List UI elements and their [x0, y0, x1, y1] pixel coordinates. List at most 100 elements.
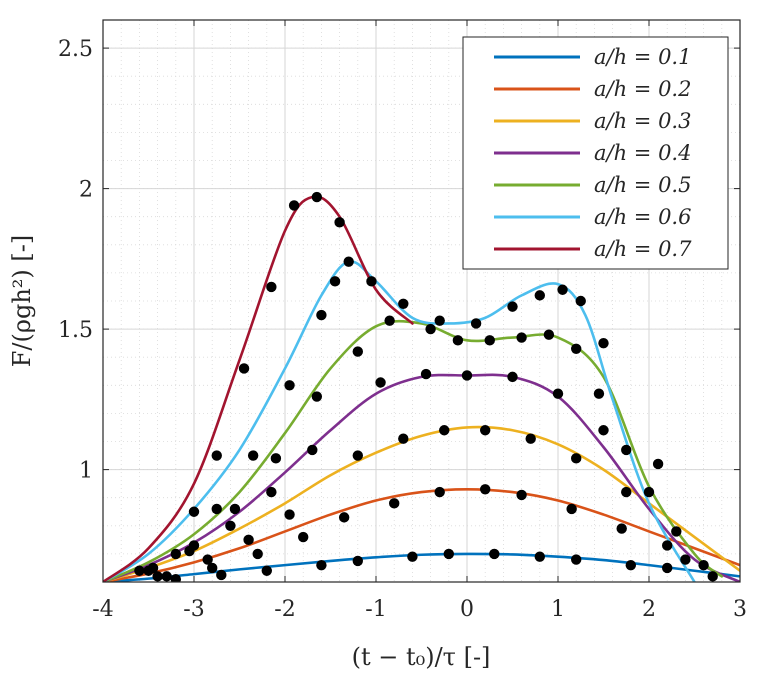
- data-point-6: [434, 315, 445, 326]
- x-tick-label: -2: [274, 597, 295, 622]
- data-point-4: [266, 486, 277, 498]
- series-line-6: [103, 260, 696, 582]
- data-point-6: [534, 290, 545, 301]
- data-point-1: [316, 559, 327, 571]
- data-point-3: [398, 433, 409, 444]
- legend-label-7: a/h = 0.7: [594, 237, 692, 261]
- data-point-4: [307, 444, 318, 456]
- data-point-5: [311, 391, 323, 402]
- axis-ticks: [102, 20, 741, 582]
- data-point-2: [480, 484, 491, 495]
- data-point-6: [170, 548, 181, 560]
- data-point-6: [470, 318, 482, 329]
- data-point-7: [288, 200, 300, 211]
- data-point-3: [284, 509, 295, 520]
- data-point-7: [266, 281, 277, 293]
- data-point-3: [243, 534, 254, 546]
- x-tick-label: -4: [92, 597, 113, 622]
- data-point-1: [352, 555, 363, 567]
- data-point-2: [662, 540, 673, 551]
- data-point-2: [389, 498, 400, 509]
- data-point-4: [598, 425, 609, 436]
- x-tick-labels: -4 -3 -2 -1 0 1 2 3: [92, 597, 747, 622]
- data-point-2: [298, 531, 309, 543]
- legend-label-4: a/h = 0.4: [594, 141, 691, 165]
- data-point-5: [621, 444, 632, 456]
- data-point-2: [516, 489, 527, 501]
- x-tick-label: 3: [733, 597, 747, 622]
- data-point-7: [334, 217, 345, 228]
- data-point-1: [216, 569, 227, 581]
- data-point-2: [252, 548, 263, 560]
- data-point-3: [525, 433, 536, 444]
- data-point-3: [671, 526, 682, 537]
- y-axis-title: F/(ρgh²) [-]: [8, 235, 36, 367]
- data-point-2: [207, 562, 218, 574]
- data-point-5: [484, 335, 495, 346]
- data-point-3: [352, 450, 363, 461]
- data-point-5: [188, 540, 200, 551]
- data-point-2: [566, 503, 577, 515]
- legend-label-5: a/h = 0.5: [594, 173, 691, 197]
- data-point-5: [543, 329, 555, 340]
- data-point-5: [452, 335, 464, 346]
- data-point-3: [621, 486, 632, 498]
- legend-label-6: a/h = 0.6: [594, 205, 691, 229]
- data-point-1: [261, 565, 272, 576]
- data-point-6: [366, 276, 377, 287]
- data-point-7: [188, 506, 200, 517]
- data-point-2: [434, 486, 445, 498]
- data-point-7: [134, 565, 145, 576]
- data-point-6: [329, 276, 341, 287]
- data-point-6: [557, 284, 568, 295]
- data-point-4: [420, 368, 432, 380]
- legend-label-3: a/h = 0.3: [594, 109, 691, 133]
- data-point-5: [229, 503, 241, 515]
- series-line-5: [103, 319, 724, 582]
- data-point-6: [284, 380, 295, 391]
- data-point-6: [247, 450, 259, 461]
- data-point-6: [507, 301, 518, 312]
- data-point-4: [461, 370, 473, 381]
- data-point-3: [152, 571, 163, 582]
- data-point-1: [662, 562, 673, 574]
- x-tick-label: -1: [365, 597, 386, 622]
- series-line-7: [103, 195, 414, 582]
- data-point-7: [238, 363, 250, 374]
- data-point-5: [425, 323, 436, 335]
- data-point-1: [489, 548, 500, 560]
- y-tick-label: 1.5: [58, 318, 93, 343]
- data-point-6: [398, 298, 409, 310]
- data-point-4: [552, 388, 564, 399]
- data-point-6: [316, 309, 327, 321]
- x-tick-label: -3: [183, 597, 204, 622]
- legend-label-2: a/h = 0.2: [594, 77, 691, 101]
- data-point-1: [407, 551, 418, 562]
- data-point-3: [480, 425, 491, 436]
- plot-frame: [102, 19, 741, 583]
- data-point-2: [616, 523, 627, 534]
- data-point-1: [443, 548, 454, 560]
- data-point-1: [170, 573, 181, 582]
- data-point-5: [384, 315, 395, 326]
- y-tick-label: 1: [79, 459, 93, 484]
- data-point-3: [571, 453, 582, 464]
- data-point-5: [352, 346, 363, 357]
- data-point-6: [652, 458, 664, 470]
- data-point-3: [439, 425, 450, 436]
- data-point-5: [593, 388, 605, 399]
- y-tick-label: 2.5: [58, 37, 93, 62]
- x-tick-label: 2: [642, 597, 656, 622]
- data-point-5: [147, 562, 159, 574]
- data-point-4: [507, 371, 518, 383]
- data-point-4: [375, 377, 386, 388]
- data-point-3: [202, 554, 213, 565]
- data-point-5: [270, 453, 282, 464]
- y-tick-label: 2: [79, 178, 93, 203]
- x-axis-title: (t − t₀)/τ [-]: [352, 643, 491, 671]
- data-point-5: [707, 571, 718, 582]
- data-point-6: [575, 295, 586, 307]
- series-lines: [103, 195, 740, 582]
- data-point-1: [571, 554, 582, 565]
